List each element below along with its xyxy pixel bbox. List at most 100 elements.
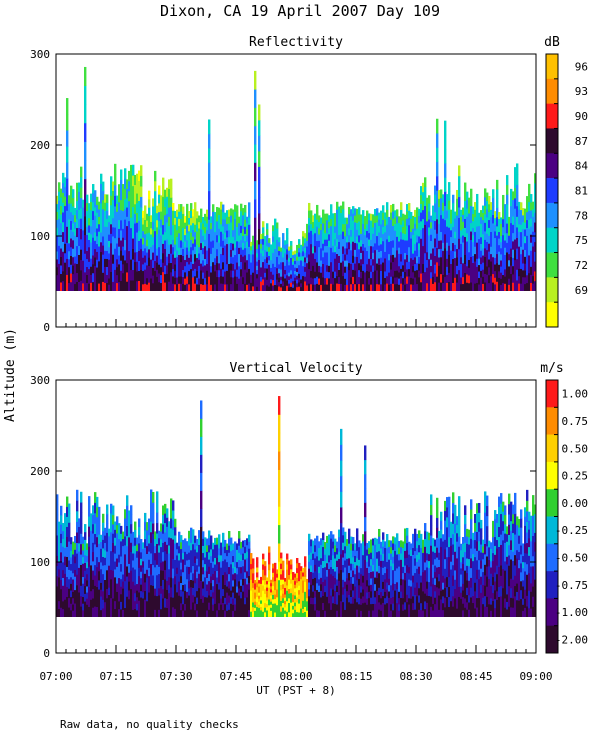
field-cell — [316, 569, 319, 577]
field-cell — [342, 579, 345, 588]
field-cell — [366, 598, 369, 605]
field-cell — [488, 274, 491, 284]
field-cell — [300, 612, 303, 617]
field-cell — [280, 573, 283, 580]
field-cell — [204, 277, 207, 285]
field-cell — [220, 604, 223, 611]
field-cell — [138, 575, 141, 585]
field-cell — [62, 585, 65, 594]
field-cell — [98, 589, 101, 599]
field-cell — [304, 247, 307, 253]
field-cell — [284, 613, 287, 617]
field-cell — [230, 242, 233, 250]
field-cell — [222, 553, 225, 562]
field-cell — [84, 585, 87, 594]
field-cell — [156, 595, 159, 607]
field-cell — [510, 273, 513, 283]
field-cell — [192, 529, 195, 537]
field-cell — [346, 278, 349, 285]
field-cell — [266, 245, 269, 252]
field-cell — [76, 227, 79, 238]
field-cell — [384, 591, 387, 599]
field-cell — [56, 575, 59, 587]
field-cell — [278, 237, 281, 243]
field-cell — [240, 283, 243, 291]
field-cell — [416, 269, 419, 278]
field-cell — [310, 277, 313, 285]
field-cell — [386, 547, 389, 556]
field-cell — [346, 284, 349, 291]
field-cell — [78, 281, 81, 291]
field-cell — [414, 223, 417, 231]
field-cell — [162, 561, 165, 571]
field-cell — [210, 562, 213, 570]
field-cell — [130, 227, 133, 239]
field-cell — [306, 268, 309, 275]
field-cell — [318, 560, 321, 567]
field-cell — [100, 609, 103, 617]
field-cell — [350, 229, 353, 237]
field-cell — [194, 562, 197, 570]
field-cell — [534, 241, 537, 252]
field-cell — [332, 589, 335, 597]
field-cell — [60, 588, 63, 599]
field-cell — [398, 259, 401, 267]
field-cell — [528, 255, 531, 265]
field-cell — [376, 235, 379, 243]
field-cell — [130, 598, 133, 608]
field-cell — [430, 271, 433, 279]
field-cell — [114, 537, 117, 546]
field-cell — [414, 256, 417, 265]
field-cell — [374, 229, 377, 237]
field-cell — [456, 215, 459, 224]
field-cell — [254, 595, 257, 599]
field-cell — [306, 240, 309, 247]
field-cell — [142, 230, 145, 238]
field-cell — [424, 243, 427, 254]
field-cell — [484, 248, 487, 257]
field-cell — [364, 473, 367, 489]
field-cell — [94, 533, 97, 545]
field-cell — [300, 252, 303, 257]
field-cell — [512, 207, 515, 217]
field-cell — [326, 245, 329, 253]
field-cell — [366, 604, 369, 611]
field-cell — [312, 271, 315, 279]
field-cell — [278, 451, 281, 470]
field-cell — [84, 216, 87, 236]
field-cell — [262, 244, 265, 251]
field-cell — [212, 598, 215, 605]
field-cell — [286, 574, 289, 581]
field-cell — [216, 544, 219, 552]
field-cell — [134, 529, 137, 538]
field-cell — [440, 189, 443, 199]
field-cell — [254, 253, 257, 273]
field-cell — [482, 248, 485, 256]
field-cell — [122, 219, 125, 229]
field-cell — [140, 610, 143, 617]
field-cell — [110, 271, 113, 282]
field-cell — [268, 558, 271, 565]
field-cell — [368, 264, 371, 272]
field-cell — [402, 239, 405, 247]
field-cell — [168, 272, 171, 282]
field-cell — [382, 567, 385, 575]
field-cell — [340, 248, 343, 256]
field-cell — [200, 242, 203, 250]
field-cell — [106, 210, 109, 219]
field-cell — [360, 233, 363, 241]
field-cell — [534, 222, 537, 233]
field-cell — [338, 558, 341, 567]
field-cell — [230, 276, 233, 285]
field-cell — [426, 267, 429, 276]
field-cell — [250, 241, 253, 247]
field-cell — [82, 222, 85, 231]
field-cell — [188, 537, 191, 546]
field-cell — [74, 562, 77, 570]
field-cell — [252, 563, 255, 569]
field-cell — [132, 602, 135, 610]
field-cell — [320, 577, 323, 585]
field-cell — [370, 284, 373, 291]
field-cell — [480, 263, 483, 271]
field-cell — [178, 276, 181, 284]
